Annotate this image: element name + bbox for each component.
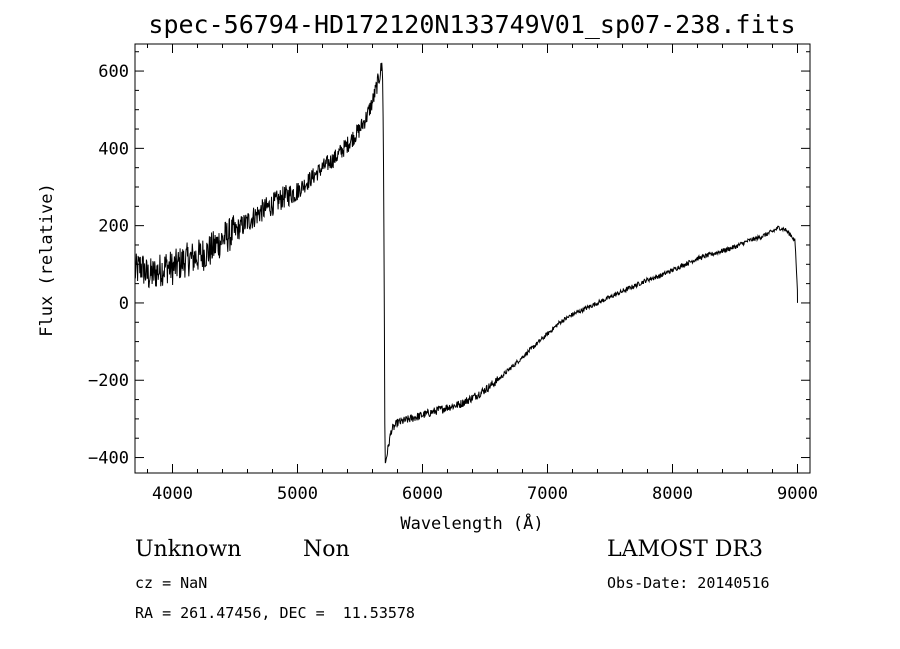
y-tick-label: −400 <box>88 449 129 469</box>
x-tick-label: 6000 <box>402 484 443 504</box>
y-tick-label: 600 <box>98 62 129 82</box>
plot-frame <box>134 43 811 474</box>
object-subclass: Non <box>303 537 350 562</box>
plot-area <box>134 43 811 474</box>
y-tick-label: 0 <box>119 294 129 314</box>
survey-name: LAMOST DR3 <box>607 537 763 562</box>
object-class: Unknown <box>135 537 242 562</box>
x-tick-label: 4000 <box>152 484 193 504</box>
redshift-text: cz = NaN <box>135 574 208 592</box>
x-tick-label: 7000 <box>527 484 568 504</box>
x-axis-label: Wavelength (Å) <box>400 512 543 534</box>
y-tick-label: 400 <box>98 139 129 159</box>
obs-date: Obs-Date: 20140516 <box>607 574 770 592</box>
x-tick-label: 5000 <box>277 484 318 504</box>
x-tick-label: 8000 <box>652 484 693 504</box>
x-tick-label: 9000 <box>777 484 818 504</box>
coordinates: RA = 261.47456, DEC = 11.53578 <box>135 604 415 622</box>
y-axis-label: Flux (relative) <box>37 183 57 337</box>
y-tick-label: −200 <box>88 371 129 391</box>
chart-title: spec-56794-HD172120N133749V01_sp07-238.f… <box>148 10 795 39</box>
x-axis: 4000 5000 6000 7000 8000 9000 <box>147 44 818 504</box>
y-axis: −400 −200 0 200 400 600 <box>88 51 810 469</box>
y-tick-label: 200 <box>98 217 129 237</box>
series-flux-line <box>134 62 798 464</box>
